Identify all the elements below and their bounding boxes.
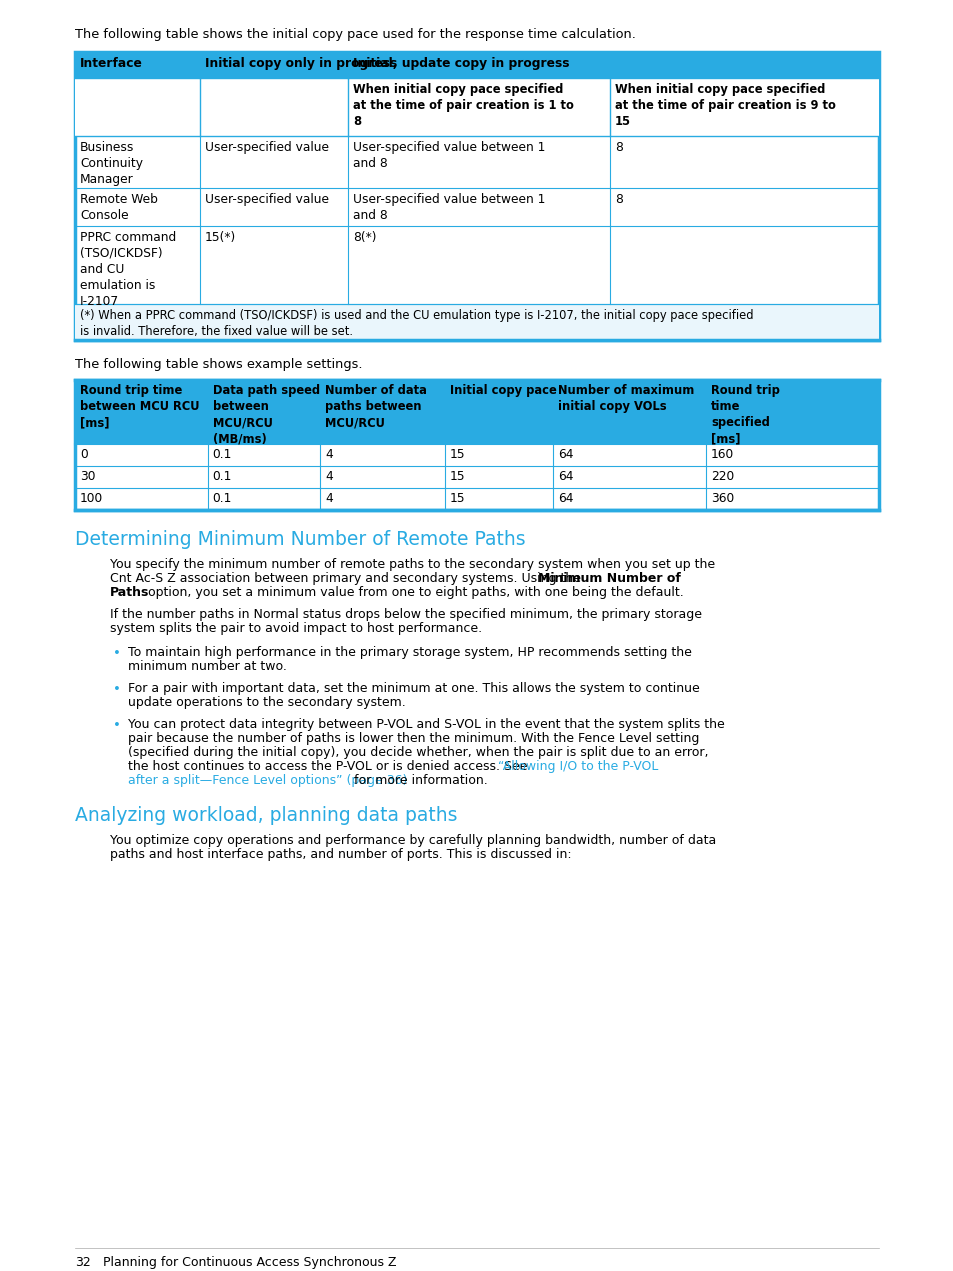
- Text: 64: 64: [558, 470, 574, 483]
- Text: (specified during the initial copy), you decide whether, when the pair is split : (specified during the initial copy), you…: [128, 746, 708, 759]
- Text: Initial copy pace: Initial copy pace: [450, 384, 556, 397]
- Text: 32: 32: [75, 1256, 91, 1268]
- Text: paths and host interface paths, and number of ports. This is discussed in:: paths and host interface paths, and numb…: [110, 848, 571, 860]
- Text: Initial copy only in progress: Initial copy only in progress: [204, 57, 396, 70]
- Text: Initial, update copy in progress: Initial, update copy in progress: [353, 57, 569, 70]
- Bar: [75, 380, 878, 444]
- Text: (*) When a PPRC command (TSO/ICKDSF) is used and the CU emulation type is I-2107: (*) When a PPRC command (TSO/ICKDSF) is …: [80, 309, 753, 338]
- Text: for more information.: for more information.: [350, 774, 487, 787]
- Text: When initial copy pace specified
at the time of pair creation is 1 to
8: When initial copy pace specified at the …: [353, 83, 574, 128]
- Text: 15: 15: [450, 470, 465, 483]
- Text: 360: 360: [710, 492, 734, 505]
- Text: option, you set a minimum value from one to eight paths, with one being the defa: option, you set a minimum value from one…: [144, 586, 683, 599]
- Text: PPRC command
(TSO/ICKDSF)
and CU
emulation is
I-2107: PPRC command (TSO/ICKDSF) and CU emulati…: [80, 231, 176, 308]
- Bar: [75, 52, 878, 341]
- Text: When initial copy pace specified
at the time of pair creation is 9 to
15: When initial copy pace specified at the …: [614, 83, 835, 128]
- Text: You optimize copy operations and performance by carefully planning bandwidth, nu: You optimize copy operations and perform…: [110, 834, 716, 846]
- Bar: [75, 380, 878, 510]
- Text: 64: 64: [558, 447, 574, 461]
- Text: User-specified value: User-specified value: [204, 193, 328, 206]
- Text: The following table shows the initial copy pace used for the response time calcu: The following table shows the initial co…: [75, 28, 636, 41]
- Text: after a split—Fence Level options” (page 36): after a split—Fence Level options” (page…: [128, 774, 407, 787]
- Text: the host continues to access the P-VOL or is denied access. See: the host continues to access the P-VOL o…: [128, 760, 531, 773]
- Bar: [75, 52, 878, 78]
- Text: User-specified value between 1
and 8: User-specified value between 1 and 8: [353, 141, 545, 170]
- Text: Remote Web
Console: Remote Web Console: [80, 193, 157, 222]
- Text: Planning for Continuous Access Synchronous Z: Planning for Continuous Access Synchrono…: [103, 1256, 396, 1268]
- Text: “Allowing I/O to the P-VOL: “Allowing I/O to the P-VOL: [497, 760, 658, 773]
- Text: 100: 100: [80, 492, 103, 505]
- Text: Analyzing workload, planning data paths: Analyzing workload, planning data paths: [75, 806, 457, 825]
- Text: If the number paths in Normal status drops below the specified minimum, the prim: If the number paths in Normal status dro…: [110, 608, 701, 622]
- Text: 15: 15: [450, 492, 465, 505]
- Text: Round trip
time
specified
[ms]: Round trip time specified [ms]: [710, 384, 780, 445]
- Text: Round trip time
between MCU RCU
[ms]: Round trip time between MCU RCU [ms]: [80, 384, 199, 430]
- Text: Business
Continuity
Manager: Business Continuity Manager: [80, 141, 143, 186]
- Text: pair because the number of paths is lower then the minimum. With the Fence Level: pair because the number of paths is lowe…: [128, 732, 699, 745]
- Text: Determining Minimum Number of Remote Paths: Determining Minimum Number of Remote Pat…: [75, 530, 525, 549]
- Text: 64: 64: [558, 492, 574, 505]
- Text: 0: 0: [80, 447, 88, 461]
- Text: 8: 8: [614, 193, 622, 206]
- Text: 8(*): 8(*): [353, 231, 376, 244]
- Text: The following table shows example settings.: The following table shows example settin…: [75, 358, 362, 371]
- Text: Interface: Interface: [80, 57, 143, 70]
- Text: minimum number at two.: minimum number at two.: [128, 660, 287, 674]
- Text: User-specified value between 1
and 8: User-specified value between 1 and 8: [353, 193, 545, 222]
- Text: 220: 220: [710, 470, 734, 483]
- Text: 30: 30: [80, 470, 95, 483]
- Text: Data path speed
between
MCU/RCU
(MB/ms): Data path speed between MCU/RCU (MB/ms): [213, 384, 319, 445]
- Text: Cnt Ac-S Z association between primary and secondary systems. Using the: Cnt Ac-S Z association between primary a…: [110, 572, 584, 585]
- Text: For a pair with important data, set the minimum at one. This allows the system t: For a pair with important data, set the …: [128, 683, 699, 695]
- Text: 160: 160: [710, 447, 734, 461]
- Text: Number of data
paths between
MCU/RCU: Number of data paths between MCU/RCU: [325, 384, 427, 430]
- Text: 0.1: 0.1: [213, 470, 232, 483]
- Text: Paths: Paths: [110, 586, 150, 599]
- Text: To maintain high performance in the primary storage system, HP recommends settin: To maintain high performance in the prim…: [128, 646, 691, 658]
- Text: 4: 4: [325, 470, 333, 483]
- Text: system splits the pair to avoid impact to host performance.: system splits the pair to avoid impact t…: [110, 622, 481, 636]
- Text: Number of maximum
initial copy VOLs: Number of maximum initial copy VOLs: [558, 384, 694, 413]
- Text: You can protect data integrity between P-VOL and S-VOL in the event that the sys: You can protect data integrity between P…: [128, 718, 724, 731]
- Text: User-specified value: User-specified value: [204, 141, 328, 154]
- Text: update operations to the secondary system.: update operations to the secondary syste…: [128, 697, 405, 709]
- Text: 15: 15: [450, 447, 465, 461]
- Text: 15(*): 15(*): [204, 231, 235, 244]
- Bar: [75, 78, 878, 136]
- Text: You specify the minimum number of remote paths to the secondary system when you : You specify the minimum number of remote…: [110, 558, 715, 571]
- Bar: [75, 304, 878, 341]
- Text: •: •: [112, 647, 121, 660]
- Text: 0.1: 0.1: [213, 492, 232, 505]
- Text: 4: 4: [325, 492, 333, 505]
- Text: •: •: [112, 719, 121, 732]
- Text: Minimum Number of: Minimum Number of: [537, 572, 680, 585]
- Text: 4: 4: [325, 447, 333, 461]
- Text: •: •: [112, 683, 121, 697]
- Text: 8: 8: [614, 141, 622, 154]
- Text: 0.1: 0.1: [213, 447, 232, 461]
